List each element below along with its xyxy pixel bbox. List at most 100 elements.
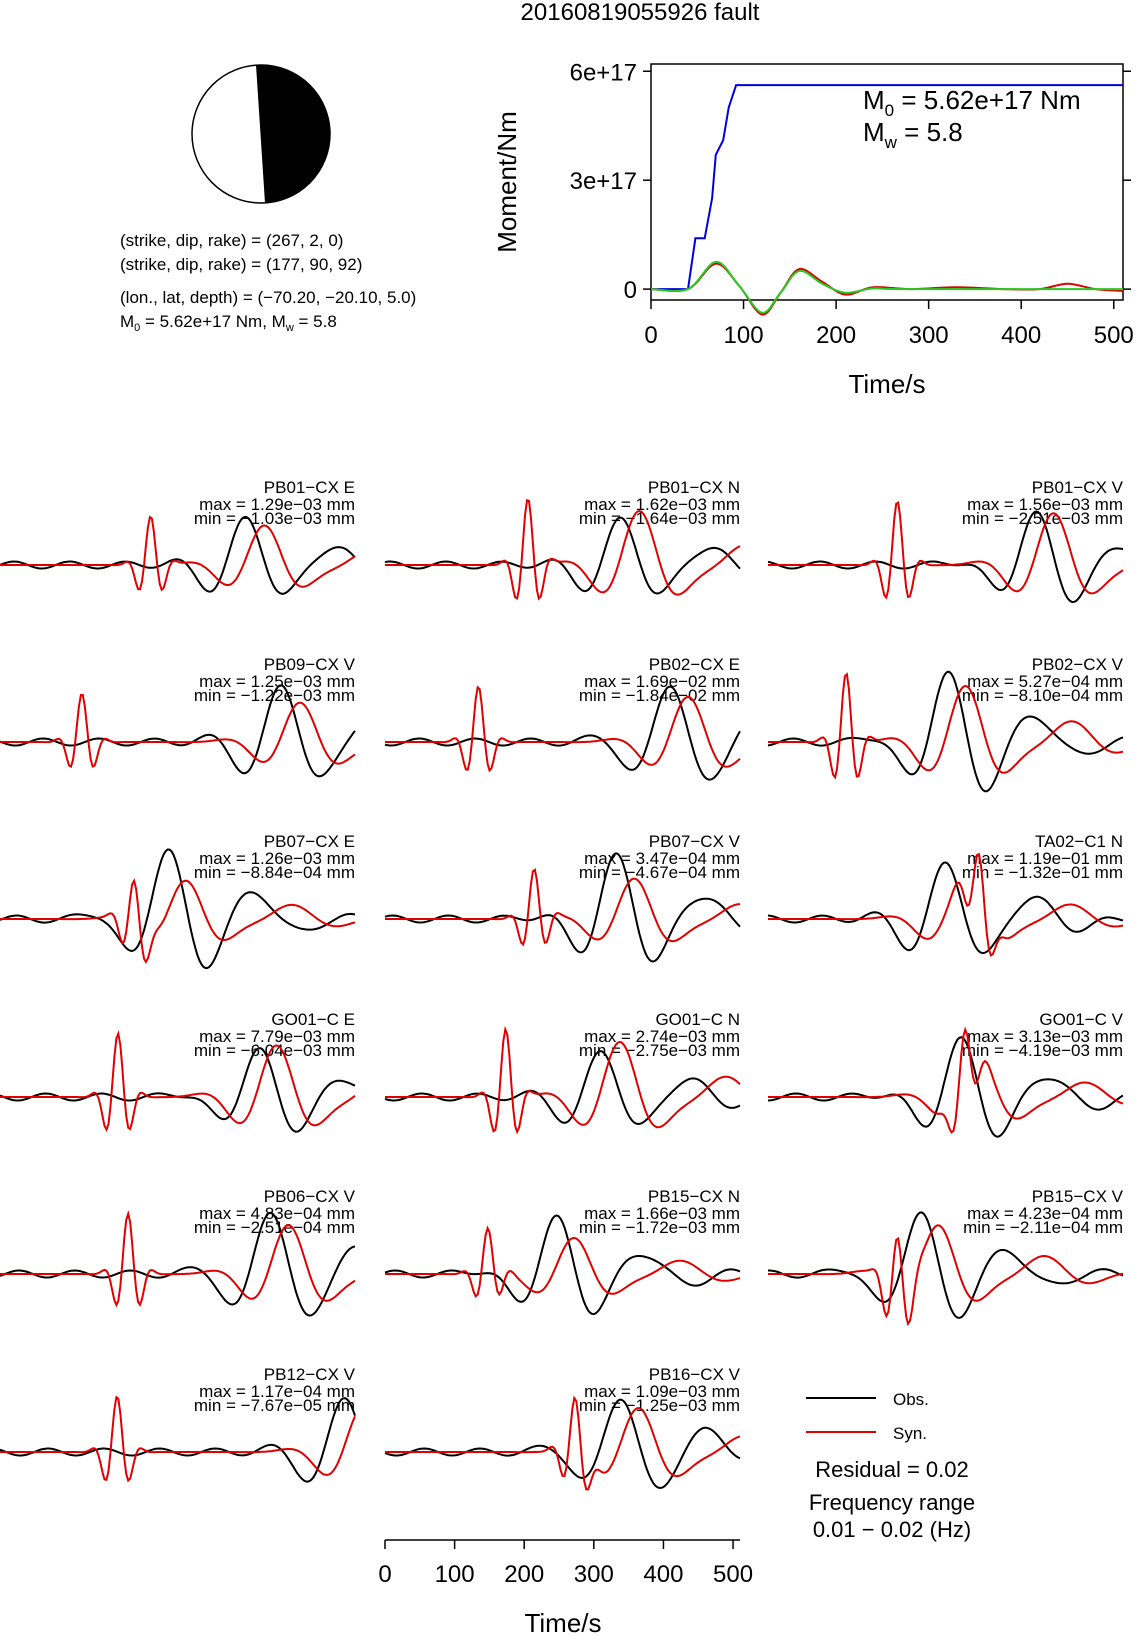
trace-station-label: PB02−CX V [1032, 655, 1124, 674]
trace-station-label: PB07−CX E [264, 832, 355, 851]
trace-min-label: min = −8.84e−04 mm [194, 863, 355, 882]
synthetic-trace [385, 1225, 741, 1298]
observed-trace [0, 515, 356, 595]
trace-max-label: max = 3.13e−03 mm [967, 1027, 1123, 1046]
moment-mw-text: Mw = 5.8 [863, 117, 963, 152]
observed-trace [0, 1047, 356, 1133]
trace-min-label: min = −1.03e−03 mm [194, 509, 355, 528]
trace-station-label: PB15−CX N [648, 1187, 740, 1206]
observed-trace [0, 1397, 356, 1483]
waveform-time-axis: 0 100 200 300 400 500 Time/s [378, 1539, 753, 1636]
observed-trace [768, 1211, 1124, 1319]
trace-max-label: max = 1.26e−03 mm [199, 849, 355, 868]
trace-min-label: min = −8.10e−04 mm [962, 686, 1123, 705]
observed-trace [384, 1398, 741, 1489]
observed-trace [767, 510, 1124, 604]
observed-trace [0, 684, 356, 778]
observed-trace [384, 852, 741, 963]
trace-min-label: min = −7.67e−05 mm [194, 1396, 355, 1415]
trace-max-label: max = 7.79e−03 mm [199, 1027, 355, 1046]
trace-station-label: PB01−CX N [648, 478, 740, 497]
legend-syn-label: Syn. [893, 1424, 927, 1443]
trace-max-label: max = 1.56e−03 mm [967, 495, 1123, 514]
moment-xtick-label: 500 [1094, 322, 1134, 349]
trace-station-label: PB02−CX E [649, 655, 740, 674]
moment-m0-text: M0 = 5.62e+17 Nm [863, 85, 1081, 120]
trace-min-label: min = −4.19e−03 mm [962, 1041, 1123, 1060]
synthetic-trace [0, 1210, 356, 1308]
moment-xtick-label: 200 [816, 322, 856, 349]
moment-xtick-label: 0 [644, 322, 657, 349]
synthetic-trace [768, 1026, 1124, 1134]
synthetic-trace [0, 1395, 356, 1483]
waveform-xlabel: Time/s [524, 1608, 601, 1636]
trace-max-label: max = 1.19e−01 mm [967, 849, 1123, 868]
waveform-xtick-label: 500 [713, 1561, 753, 1588]
moment-plot: 0 3e+17 6e+17 0 100 200 300 400 500 Moment/Nm Ti… [492, 59, 1134, 399]
moment-ytick-label: 3e+17 [570, 168, 637, 195]
observed-trace [384, 1214, 741, 1316]
trace-min-label: min = −4.67e−04 mm [579, 863, 740, 882]
waveform-xtick-label: 0 [378, 1561, 391, 1588]
moment-xtick-label: 400 [1001, 322, 1041, 349]
synthetic-trace [768, 1224, 1124, 1327]
trace-station-label: GO01−C E [271, 1010, 355, 1029]
trace-min-label: min = −1.84e−02 mm [579, 686, 740, 705]
trace-min-label: min = −2.75e−03 mm [579, 1041, 740, 1060]
observed-trace [384, 1050, 741, 1125]
trace-min-label: min = −1.25e−03 mm [579, 1396, 740, 1415]
observed-trace [767, 861, 1124, 955]
observed-trace [767, 1036, 1124, 1138]
frequency-value: 0.01 − 0.02 (Hz) [813, 1517, 971, 1542]
trace-max-label: max = 1.09e−03 mm [584, 1382, 740, 1401]
frequency-label: Frequency range [809, 1490, 975, 1515]
moment-ytick-label: 6e+17 [570, 59, 637, 86]
trace-station-label: PB09−CX V [264, 655, 356, 674]
trace-max-label: max = 2.74e−03 mm [584, 1027, 740, 1046]
synthetic-trace [385, 498, 741, 601]
waveform-xtick-label: 100 [435, 1561, 475, 1588]
moment-xlabel: Time/s [848, 369, 925, 399]
moment-plot-frame [650, 63, 1124, 301]
residual-text: Residual = 0.02 [815, 1457, 969, 1482]
synthetic-trace [768, 852, 1124, 957]
trace-station-label: PB12−CX V [264, 1365, 356, 1384]
trace-max-label: max = 1.17e−04 mm [199, 1382, 355, 1401]
trace-max-label: max = 1.29e−03 mm [199, 495, 355, 514]
trace-min-label: min = −2.51e−04 mm [194, 1218, 355, 1237]
synthetic-trace [385, 1025, 741, 1135]
moment-ylabel: Moment/Nm [492, 111, 522, 253]
synthetic-trace [0, 693, 356, 769]
observed-trace [384, 516, 741, 595]
cumulative-moment-line [651, 84, 1123, 291]
trace-station-label: PB16−CX V [649, 1365, 741, 1384]
focal-plane-1: (strike, dip, rake) = (267, 2, 0) [120, 231, 343, 250]
synthetic-trace [385, 1395, 741, 1491]
trace-max-label: max = 4.23e−04 mm [967, 1204, 1123, 1223]
trace-max-label: max = 1.69e−02 mm [584, 672, 740, 691]
trace-min-label: min = −6.04e−03 mm [194, 1041, 355, 1060]
waveform-xtick-label: 200 [504, 1561, 544, 1588]
event-location: (lon., lat, depth) = (−70.20, −20.10, 5.… [120, 288, 416, 307]
trace-min-label: min = −1.72e−03 mm [579, 1218, 740, 1237]
moment-xtick-label: 300 [909, 322, 949, 349]
trace-max-label: max = 4.83e−04 mm [199, 1204, 355, 1223]
trace-station-label: PB07−CX V [649, 832, 741, 851]
trace-max-label: max = 1.25e−03 mm [199, 672, 355, 691]
trace-station-label: PB15−CX V [1032, 1187, 1124, 1206]
synthetic-trace [0, 1030, 356, 1133]
